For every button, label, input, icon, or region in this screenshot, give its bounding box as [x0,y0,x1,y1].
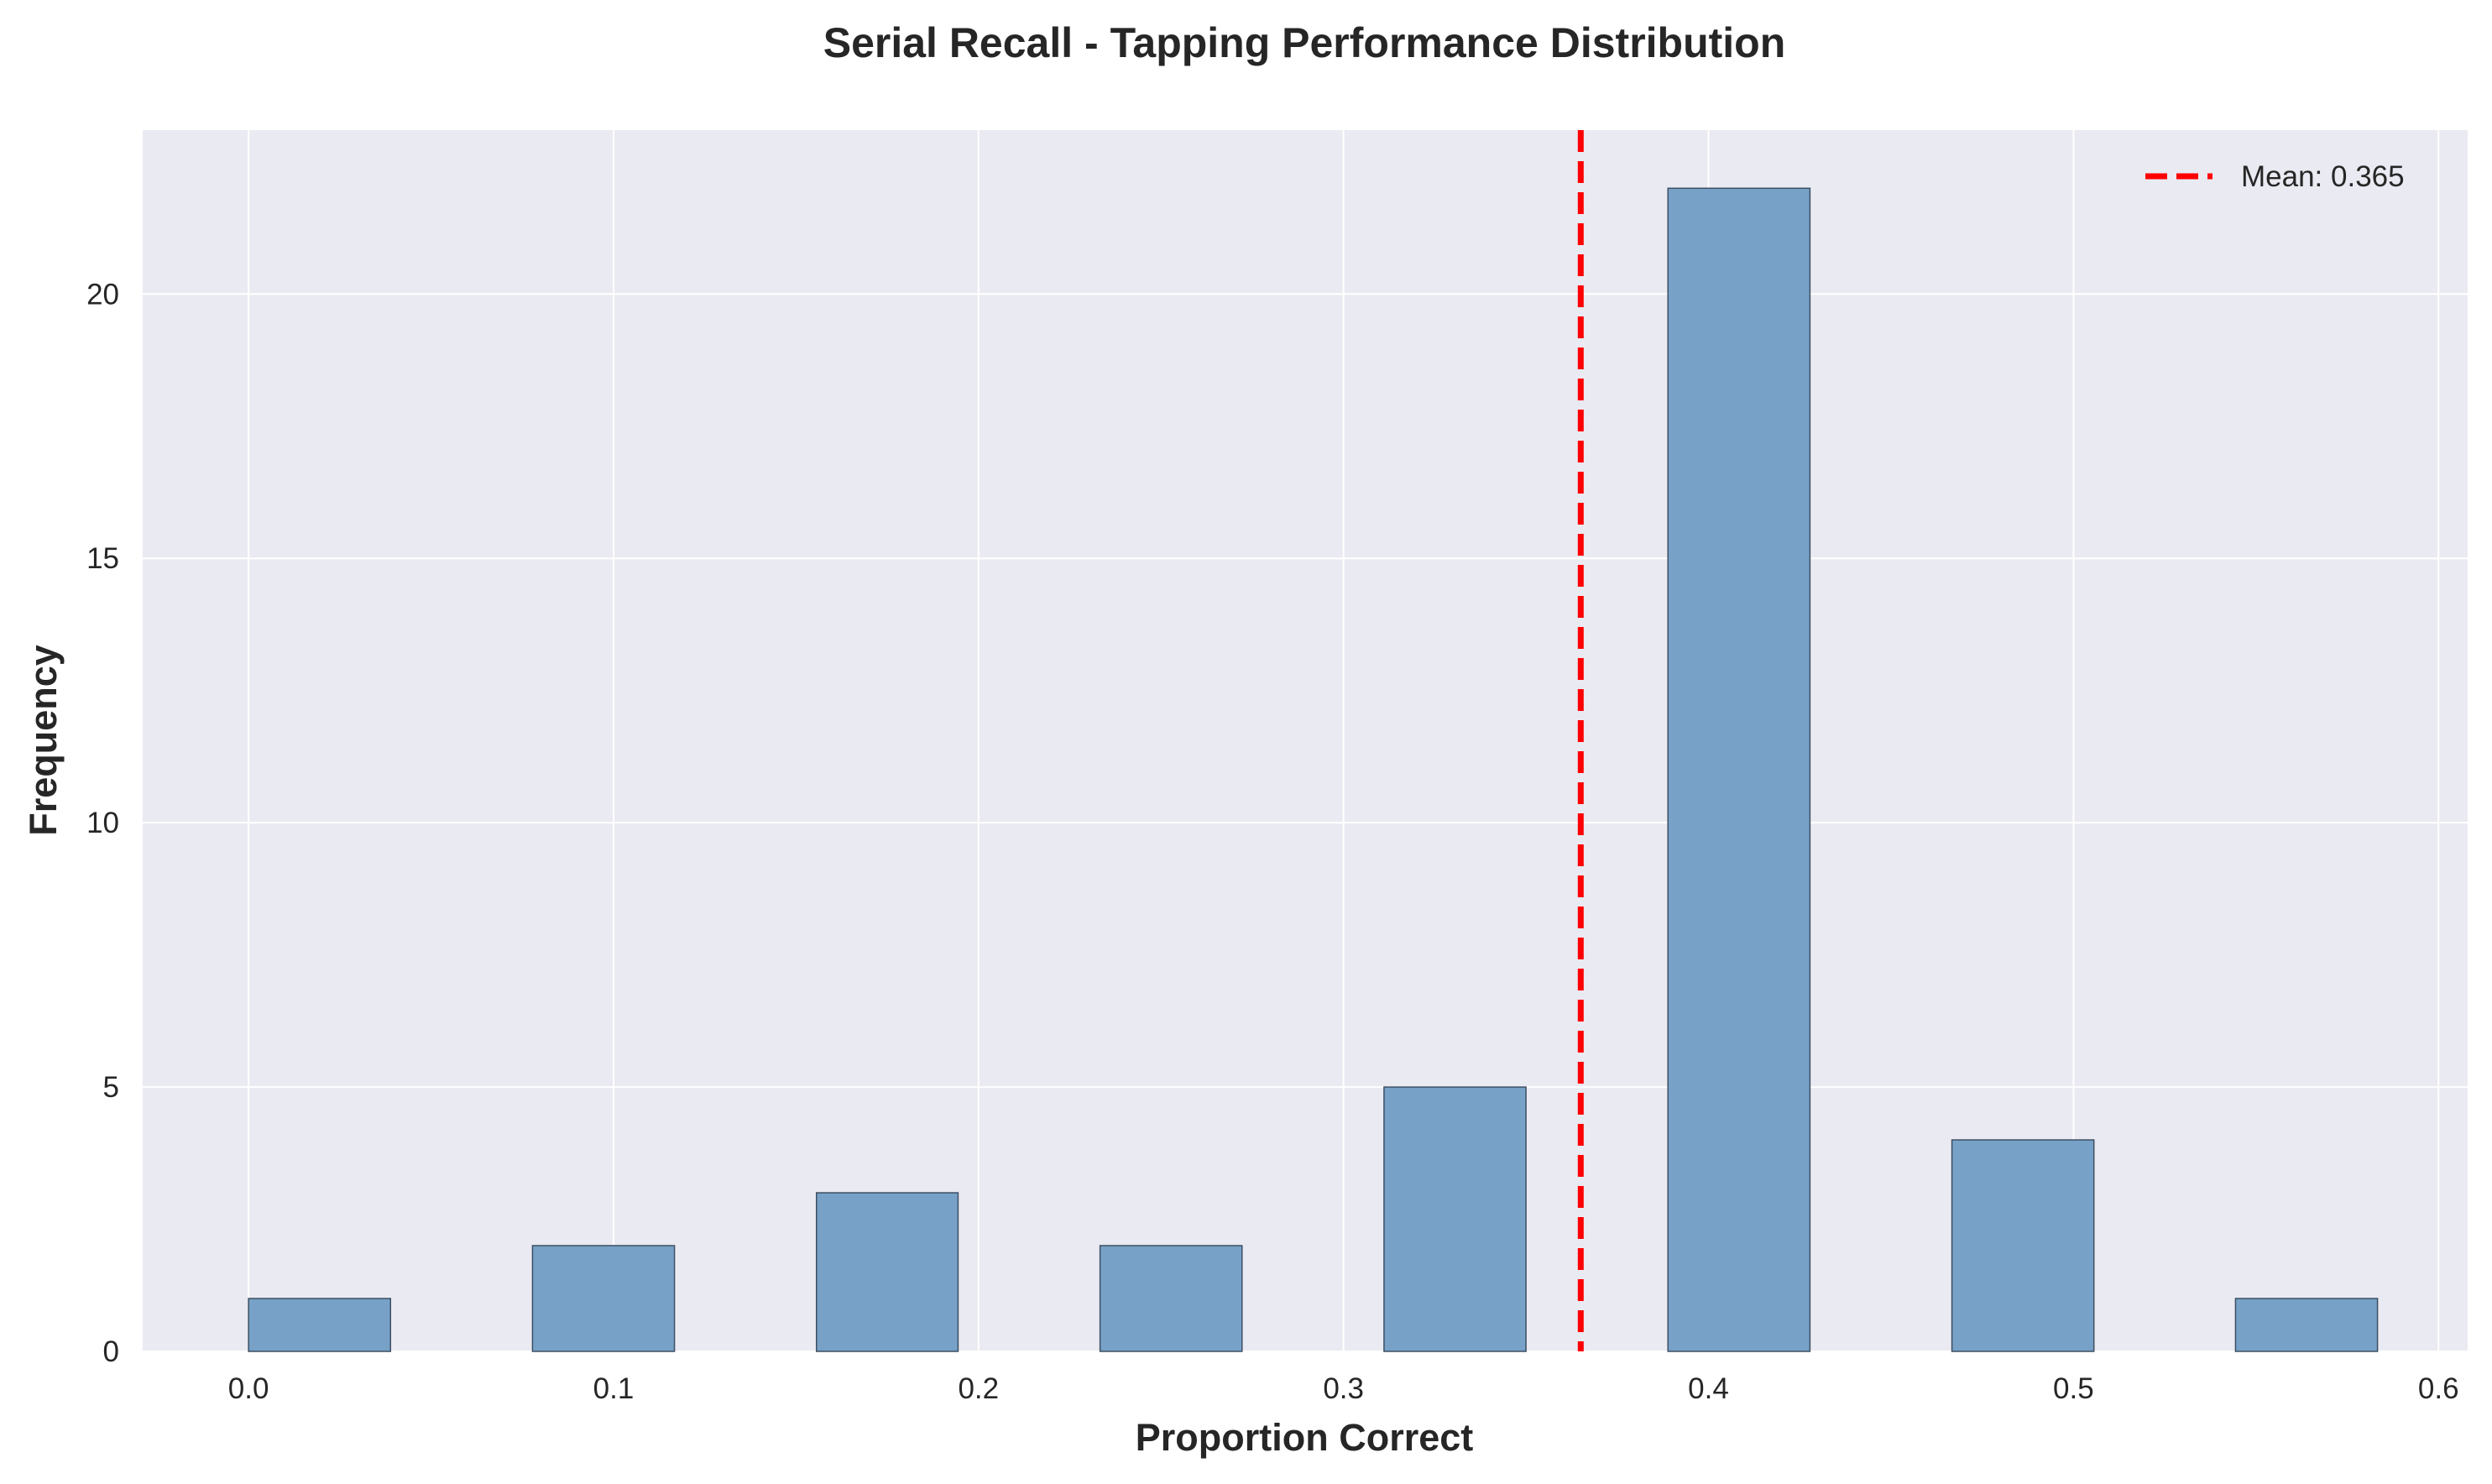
plot-area [143,130,2468,1351]
chart-title: Serial Recall - Tapping Performance Dist… [823,19,1786,66]
histogram-bar [815,1192,959,1352]
y-tick-labels: 0 5 10 15 20 [86,278,119,1368]
histogram-bar [1951,1139,2095,1352]
histogram-bar [1099,1245,1243,1352]
histogram-bar [248,1298,392,1352]
x-tick-label: 0.2 [958,1372,999,1405]
y-tick-label: 20 [86,278,119,311]
histogram-bar [1383,1086,1527,1352]
x-tick-label: 0.5 [2053,1372,2094,1405]
legend-mean-label: Mean: 0.365 [2241,160,2405,193]
y-tick-label: 0 [103,1335,119,1368]
legend: Mean: 0.365 [2145,160,2405,193]
histogram-bar [531,1245,676,1352]
histogram-bars [248,187,2379,1352]
y-tick-label: 15 [86,542,119,575]
x-axis-label: Proportion Correct [1136,1416,1474,1459]
histogram-bar [2234,1298,2379,1352]
histogram-bar [1667,187,1811,1352]
x-tick-label: 0.0 [228,1372,269,1405]
x-tick-label: 0.3 [1323,1372,1364,1405]
x-tick-labels: 0.0 0.1 0.2 0.3 0.4 0.5 0.6 [228,1372,2459,1405]
y-tick-label: 10 [86,807,119,839]
y-axis-label: Frequency [22,645,65,836]
x-tick-label: 0.1 [593,1372,635,1405]
y-tick-label: 5 [103,1071,119,1104]
x-tick-label: 0.4 [1688,1372,1729,1405]
x-tick-label: 0.6 [2418,1372,2459,1405]
